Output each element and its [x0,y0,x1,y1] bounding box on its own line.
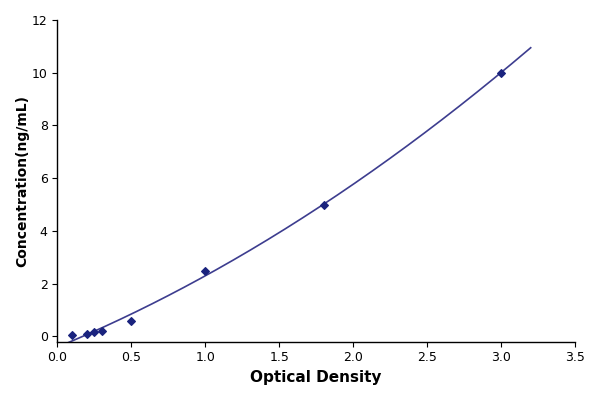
Y-axis label: Concentration(ng/mL): Concentration(ng/mL) [15,95,29,267]
X-axis label: Optical Density: Optical Density [250,370,382,385]
